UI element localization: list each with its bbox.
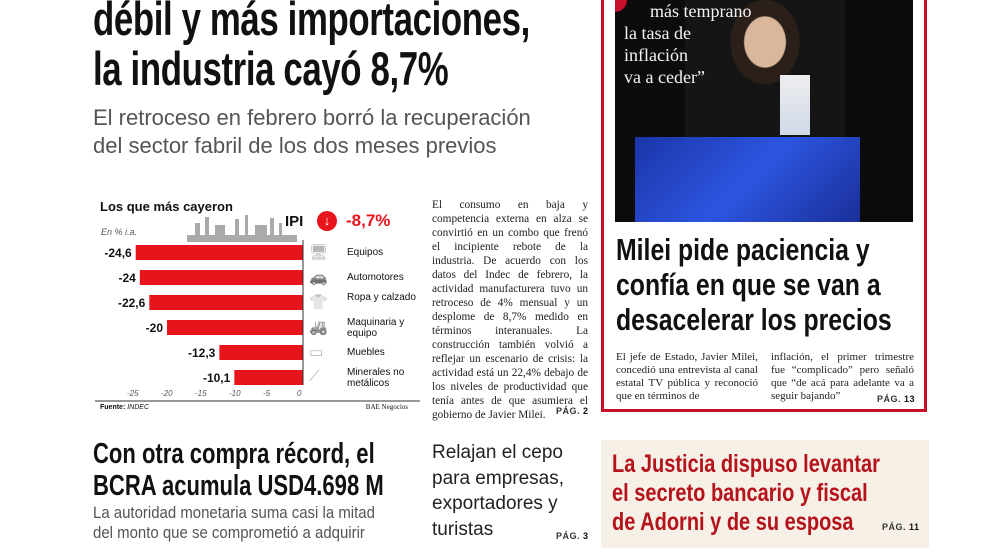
page-label: PÁG.: [556, 406, 581, 416]
table-icon: ▭: [309, 344, 324, 361]
chart-credit: BAE Negocios: [365, 403, 408, 411]
page-number: 13: [904, 394, 916, 404]
milei-body-col2: inflación, el primer trimestre fue “comp…: [771, 351, 914, 402]
podium: [635, 137, 860, 222]
shirt: [780, 75, 810, 135]
page-number: 2: [583, 406, 589, 416]
subhead-line: La autoridad monetaria suma casi la mita…: [93, 503, 375, 522]
bar-5: [234, 370, 303, 385]
quote-mark-icon: [615, 0, 627, 12]
quote-line: más temprano: [650, 1, 752, 21]
value-label: -10,1: [202, 371, 231, 385]
clothing-icon: 👕: [309, 294, 328, 311]
category-label: Equipos: [347, 247, 384, 258]
headline-line: la industria cayó 8,7%: [93, 42, 449, 95]
category-label: Maquinaria y equipo: [347, 317, 405, 339]
value-label: -12,3: [188, 346, 216, 360]
subhead-line: del monto que se comprometió a adquirir: [93, 523, 365, 542]
justicia-box: [601, 440, 929, 548]
headline-line: para empresas,: [432, 467, 565, 489]
milei-body-col1: El jefe de Estado, Javier Milei, concedi…: [616, 351, 758, 402]
subhead-line: del sector fabril de los dos meses previ…: [93, 133, 497, 158]
ipi-chart: Los que más cayeron En % i.a. IPI ↓ -8,7…: [95, 195, 420, 417]
chart-source: Fuente: INDEC: [100, 404, 149, 411]
milei-photo[interactable]: [615, 0, 913, 222]
lead-body: El consumo en baja y competencia externa…: [432, 199, 588, 421]
subhead-line: El retroceso en febrero borró la recuper…: [93, 105, 531, 130]
x-tick-label: 0: [297, 389, 302, 398]
bcra-subhead: La autoridad monetaria suma casi la mita…: [93, 503, 413, 543]
headline-line: de Adorni y de su esposa: [612, 508, 854, 536]
headline-line: débil y más importaciones,: [93, 0, 530, 45]
value-label: -22,6: [117, 296, 146, 310]
cepo-page-ref[interactable]: PÁG. 3: [556, 531, 589, 541]
headline-line: turistas: [432, 518, 494, 540]
quote-line: la tasa de: [624, 23, 691, 43]
headline-line: BCRA acumula USD4.698 M: [93, 470, 384, 502]
category-label: Muebles: [347, 347, 385, 358]
headline-line: La Justicia dispuso levantar: [612, 450, 880, 478]
bar-0: [135, 245, 303, 260]
source-name: INDEC: [127, 404, 150, 411]
headline-line: el secreto bancario y fiscal: [612, 479, 868, 507]
headline-line: Milei pide paciencia y: [616, 232, 870, 267]
category-label: Ropa y calzado: [347, 292, 416, 303]
minerals-icon: ⟋: [309, 368, 320, 385]
lead-headline[interactable]: débil y más importaciones, la industria …: [93, 0, 683, 94]
justicia-page-ref[interactable]: PÁG. 11: [882, 522, 920, 532]
value-label: -24: [118, 271, 136, 285]
unit-label: En % i.a.: [101, 227, 138, 237]
headline-line: Con otra compra récord, el: [93, 438, 375, 470]
headline-line: desacelerar los precios: [616, 302, 892, 337]
car-icon: 🚗: [309, 269, 328, 286]
x-tick-label: -10: [229, 389, 241, 398]
value-label: -20: [145, 321, 163, 335]
page-number: 3: [583, 531, 589, 541]
ipi-label: IPI: [285, 213, 304, 230]
x-tick-label: -25: [127, 389, 139, 398]
lead-page-ref[interactable]: PÁG. 2: [556, 406, 589, 416]
headline-line: exportadores y: [432, 493, 558, 514]
headline-line: Relajan el cepo: [432, 442, 563, 463]
milei-page-ref[interactable]: PÁG. 13: [877, 394, 915, 404]
bar-3: [167, 320, 303, 335]
quote-line: va a ceder”: [624, 67, 705, 87]
chart-title: Los que más cayeron: [100, 199, 233, 214]
quote-line: inflación: [624, 45, 688, 65]
tractor-icon: 🚜: [309, 319, 328, 336]
value-label: -24,6: [104, 246, 132, 260]
page-label: PÁG.: [556, 531, 581, 541]
lead-subhead: El retroceso en febrero borró la recuper…: [93, 104, 531, 160]
factory-skyline-icon: [187, 215, 297, 242]
bar-1: [139, 270, 303, 285]
milei-story-box: [601, 0, 927, 412]
down-arrow-icon: ↓: [317, 211, 337, 231]
ipi-value: -8,7%: [346, 211, 391, 230]
bcra-headline[interactable]: Con otra compra récord, el BCRA acumula …: [93, 438, 475, 502]
milei-headline[interactable]: Milei pide paciencia y confía en que se …: [616, 232, 961, 337]
cepo-headline[interactable]: Relajan el cepo para empresas, exportado…: [432, 440, 564, 542]
headline-line: confía en que se van a: [616, 267, 881, 302]
page-label: PÁG.: [882, 522, 907, 532]
category-label: Automotores: [347, 272, 404, 283]
x-tick-label: -15: [195, 389, 207, 398]
chart-svg: [95, 215, 420, 402]
photo-quote: más temprano la tasa de inflación va a c…: [624, 0, 752, 88]
source-label: Fuente:: [100, 404, 126, 411]
page-label: PÁG.: [877, 394, 902, 404]
speaker-figure: [685, 0, 845, 140]
justicia-headline[interactable]: La Justicia dispuso levantar el secreto …: [612, 450, 947, 537]
computer-icon: 🖥: [309, 244, 329, 261]
bar-2: [149, 295, 303, 310]
x-tick-label: -20: [161, 389, 173, 398]
x-tick-label: -5: [263, 389, 271, 398]
category-label: Minerales no metálicos: [347, 367, 405, 389]
bar-4: [219, 345, 303, 360]
page-number: 11: [909, 522, 920, 532]
